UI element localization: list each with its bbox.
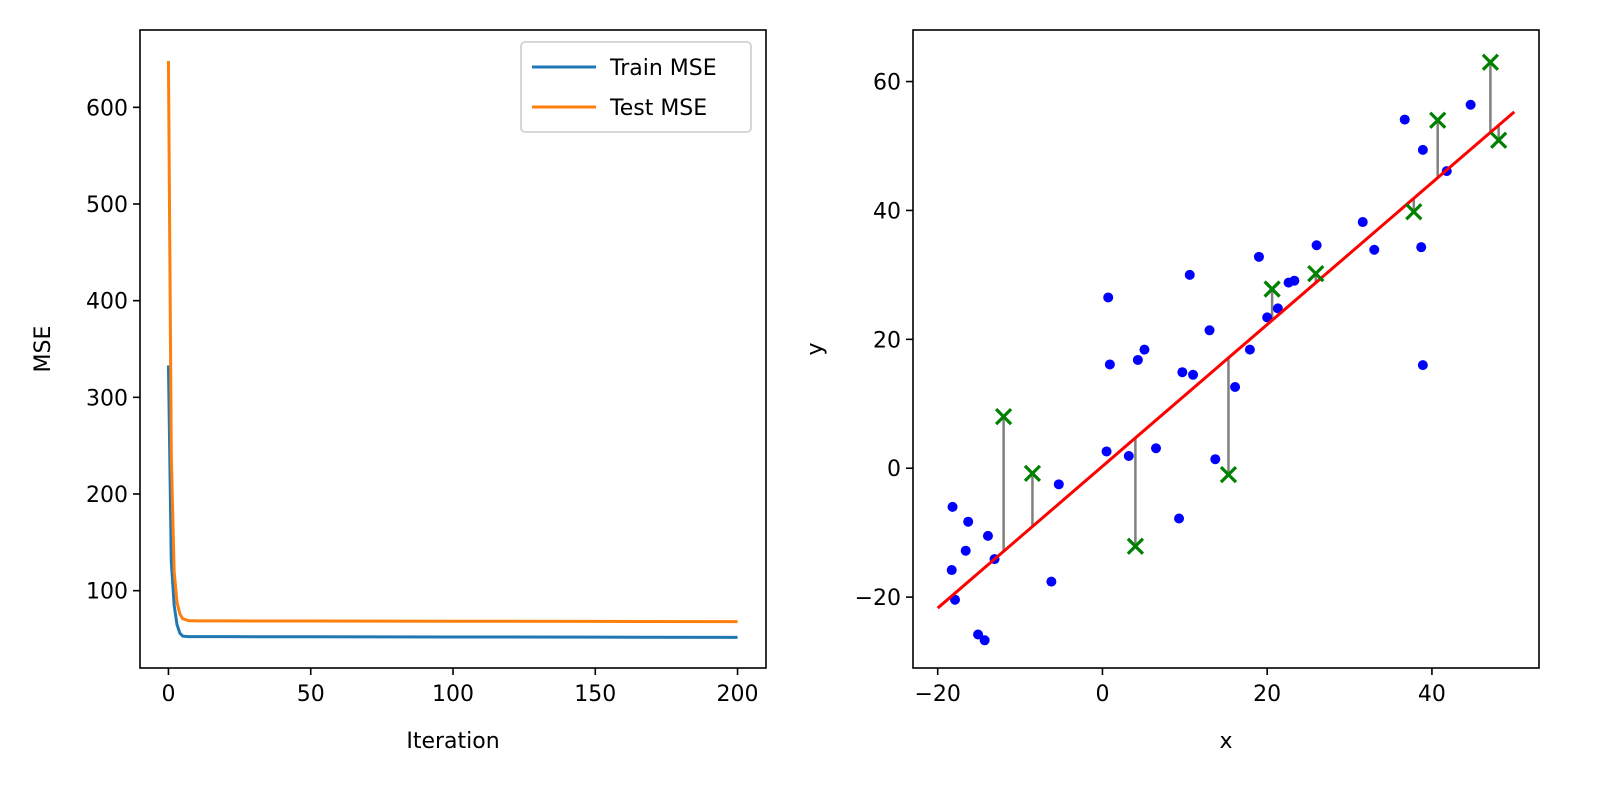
mse-xtick-label-1: 50 bbox=[297, 682, 325, 707]
test-point-2 bbox=[1126, 537, 1145, 555]
regression-chart-frame bbox=[912, 29, 1540, 669]
train-point-3 bbox=[960, 545, 971, 556]
train-point-13 bbox=[1104, 359, 1115, 370]
train-point-15 bbox=[1132, 354, 1143, 365]
reg-xtick-label-0: −20 bbox=[914, 682, 960, 707]
train-point-36 bbox=[1417, 144, 1428, 155]
test-point-1 bbox=[1023, 464, 1042, 483]
reg-xtick-label-3: 40 bbox=[1418, 682, 1446, 707]
mse-chart-frame bbox=[139, 29, 767, 669]
mse-ytick-label-1: 200 bbox=[86, 483, 128, 508]
train-point-39 bbox=[1465, 99, 1476, 110]
train-point-31 bbox=[1311, 240, 1322, 251]
mse-chart-xlabel: Iteration bbox=[406, 729, 499, 754]
train-point-10 bbox=[1053, 479, 1064, 490]
mse-chart-ylabel: MSE bbox=[31, 326, 56, 373]
fit-line bbox=[936, 110, 1516, 610]
reg-xtick-label-2: 20 bbox=[1253, 682, 1281, 707]
reg-xtick-label-1: 0 bbox=[1095, 682, 1109, 707]
train-point-14 bbox=[1123, 450, 1134, 461]
test-points bbox=[994, 53, 1508, 555]
train-point-24 bbox=[1230, 382, 1241, 393]
train-point-30 bbox=[1289, 275, 1300, 286]
train-point-25 bbox=[1244, 344, 1255, 355]
test-point-9 bbox=[1490, 131, 1508, 149]
train-point-9 bbox=[1046, 576, 1057, 587]
train-point-16 bbox=[1139, 344, 1150, 355]
train-point-4 bbox=[963, 516, 974, 527]
train-point-35 bbox=[1416, 242, 1427, 253]
train-point-12 bbox=[1103, 292, 1114, 303]
train-point-1 bbox=[946, 565, 957, 576]
reg-ytick-label-1: 0 bbox=[887, 457, 901, 482]
residual-lines bbox=[1002, 62, 1500, 552]
regression-chart-ticks: −20 0 20 40 −20 0 20 40 60 bbox=[855, 71, 1446, 707]
train-point-20 bbox=[1184, 269, 1195, 280]
regression-chart-xlabel: x bbox=[1219, 729, 1232, 754]
reg-ytick-label-0: −20 bbox=[855, 586, 901, 611]
test-point-3 bbox=[1219, 466, 1238, 484]
train-point-28 bbox=[1272, 303, 1283, 314]
reg-ytick-label-4: 60 bbox=[873, 71, 901, 96]
train-point-23 bbox=[1210, 454, 1221, 465]
test-point-7 bbox=[1429, 111, 1447, 129]
mse-ytick-label-3: 400 bbox=[86, 290, 128, 315]
train-point-26 bbox=[1253, 251, 1264, 262]
mse-legend: Train MSE Test MSE bbox=[520, 41, 752, 133]
mse-chart: 0 50 100 150 200 100 200 300 400 500 600 Train MSE… bbox=[31, 29, 767, 754]
mse-xtick-label-3: 150 bbox=[574, 682, 616, 707]
train-point-6 bbox=[979, 635, 990, 646]
test-point-5 bbox=[1307, 264, 1325, 283]
regression-chart: −20 0 20 40 −20 0 20 40 60 x y bbox=[803, 29, 1540, 754]
train-point-33 bbox=[1369, 244, 1380, 255]
mse-chart-series bbox=[166, 60, 738, 639]
test-point-4 bbox=[1263, 280, 1281, 298]
mse-xtick-label-4: 200 bbox=[717, 682, 759, 707]
fit-line-group bbox=[936, 110, 1516, 610]
legend-test-label: Test MSE bbox=[609, 96, 707, 121]
train-point-21 bbox=[1188, 369, 1199, 380]
mse-xtick-label-0: 0 bbox=[161, 682, 175, 707]
mse-ytick-label-5: 600 bbox=[86, 96, 128, 121]
train-point-34 bbox=[1399, 114, 1410, 125]
train-point-7 bbox=[982, 530, 993, 541]
mse-xtick-label-2: 100 bbox=[432, 682, 474, 707]
test-point-6 bbox=[1405, 203, 1423, 221]
mse-ytick-label-2: 300 bbox=[86, 386, 128, 411]
test-mse-line bbox=[166, 60, 738, 624]
train-point-11 bbox=[1101, 446, 1112, 457]
regression-chart-ylabel: y bbox=[803, 342, 828, 355]
mse-ytick-label-0: 100 bbox=[86, 580, 128, 605]
mse-chart-ticks: 0 50 100 150 200 100 200 300 400 500 600 bbox=[86, 96, 759, 707]
legend-train-label: Train MSE bbox=[609, 56, 717, 81]
reg-ytick-label-2: 20 bbox=[873, 328, 901, 353]
train-point-27 bbox=[1262, 312, 1273, 323]
train-point-0 bbox=[947, 501, 958, 512]
train-point-32 bbox=[1357, 217, 1368, 228]
train-point-5 bbox=[973, 629, 984, 640]
train-mse-line bbox=[166, 365, 738, 639]
mse-ytick-label-4: 500 bbox=[86, 193, 128, 218]
test-point-8 bbox=[1481, 53, 1500, 71]
train-point-37 bbox=[1417, 360, 1428, 371]
reg-ytick-label-3: 40 bbox=[873, 199, 901, 224]
test-point-0 bbox=[994, 408, 1013, 426]
legend-box bbox=[520, 41, 752, 133]
train-point-19 bbox=[1177, 367, 1188, 378]
train-point-18 bbox=[1174, 513, 1185, 524]
train-point-22 bbox=[1204, 325, 1215, 336]
train-point-17 bbox=[1150, 443, 1161, 454]
